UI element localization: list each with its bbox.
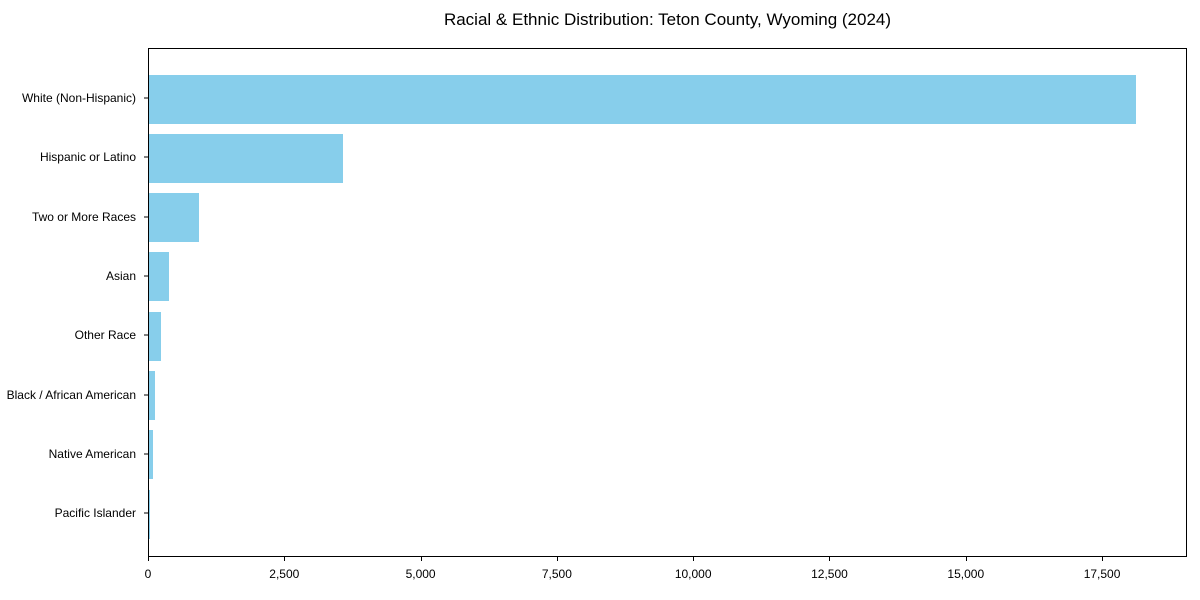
y-axis-label: Pacific Islander (54, 506, 136, 521)
y-tick (144, 156, 148, 158)
x-axis-label: 15,000 (947, 567, 985, 581)
x-tick (693, 557, 695, 561)
y-axis-label: Black / African American (6, 387, 136, 402)
y-axis-label: Asian (105, 268, 136, 283)
bar-pacific-islander (149, 489, 150, 539)
bar-other-race (149, 311, 162, 361)
x-tick (829, 557, 831, 561)
bar-two-or-more-races (149, 193, 200, 243)
x-axis-label: 2,500 (269, 567, 300, 581)
y-tick (144, 334, 148, 336)
y-tick (144, 216, 148, 218)
x-tick (1102, 557, 1104, 561)
bar-hispanic-or-latino (149, 133, 344, 183)
x-axis-label: 7,500 (541, 567, 572, 581)
y-tick (144, 512, 148, 514)
bar-asian (149, 252, 169, 302)
x-axis-label: 10,000 (674, 567, 712, 581)
x-tick (965, 557, 967, 561)
y-tick (144, 394, 148, 395)
x-tick (420, 557, 422, 561)
x-tick (148, 557, 149, 561)
chart-title: Racial & Ethnic Distribution: Teton Coun… (443, 10, 892, 29)
plot-area (148, 48, 1187, 557)
x-axis-label: 17,500 (1083, 567, 1121, 581)
y-axis-label: Two or More Races (31, 209, 136, 224)
x-axis-label: 12,500 (811, 567, 848, 581)
x-axis-label: 0 (144, 567, 152, 581)
bar-black-african-american (149, 371, 155, 420)
y-tick (144, 453, 148, 455)
x-tick (284, 557, 286, 561)
y-tick (144, 275, 148, 277)
y-tick (144, 97, 148, 99)
bar-white-non-hispanic (149, 74, 1136, 124)
x-tick (556, 557, 558, 561)
y-axis-label: Native American (48, 446, 136, 461)
y-axis-label: Other Race (74, 328, 136, 343)
x-axis-label: 5,000 (405, 567, 436, 581)
bar-native-american (149, 430, 153, 480)
y-axis-label: White (Non-Hispanic) (21, 91, 136, 105)
y-axis-label: Hispanic or Latino (39, 150, 136, 165)
